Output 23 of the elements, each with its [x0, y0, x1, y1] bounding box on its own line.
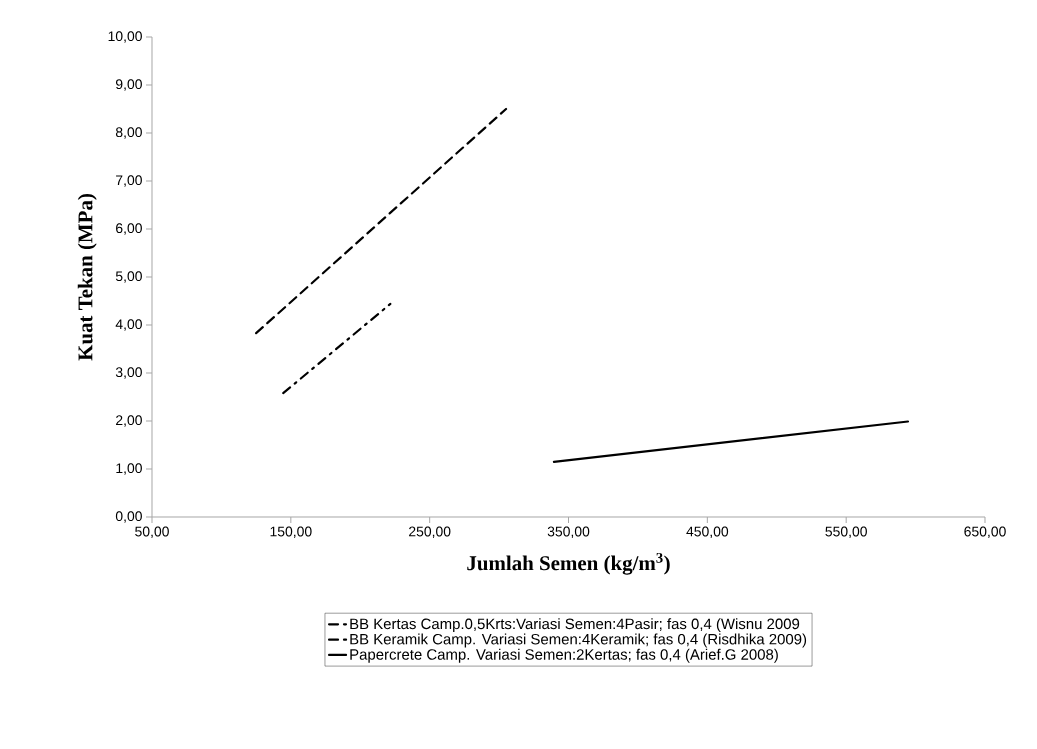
y-tick-label: 4,00: [115, 319, 142, 331]
y-tick-label: 9,00: [115, 79, 142, 91]
y-tick-label: 3,00: [115, 367, 142, 379]
y-axis-title: Kuat Tekan (MPa): [77, 194, 97, 361]
x-tick-label: 150,00: [270, 526, 312, 539]
y-tick-label: 8,00: [115, 127, 142, 139]
y-tick-label: 6,00: [116, 223, 142, 235]
x-tick-label: 550,00: [825, 526, 867, 539]
legend-label: BB Keramik Camp. Variasi Semen:4Keramik; fas 0,4 (Risdhika 2009): [350, 633, 807, 648]
x-tick-label: 50,00: [135, 526, 169, 539]
y-tick-label: 10,00: [108, 31, 142, 43]
y-tick-label: 0,00: [115, 511, 142, 523]
x-axis-title: Jumlah Semen (kg/m$^{3}$): [467, 552, 670, 575]
y-tick-label: 7,00: [116, 175, 142, 187]
legend-label: Papercrete Camp. Variasi Semen:2Kertas; fas 0,4 (Arief.G 2008): [350, 648, 778, 663]
legend-label: BB Kertas Camp.0,5Krts:Variasi Semen:4Pasir; fas 0,4 (Wisnu 2009: [350, 618, 800, 633]
y-tick-label: 5,00: [115, 271, 142, 283]
y-tick-label: 2,00: [116, 415, 142, 427]
x-tick-label: 450,00: [686, 526, 729, 539]
x-tick-label: 250,00: [409, 526, 451, 539]
x-tick-label: 350,00: [547, 526, 590, 539]
x-tick-label: 650,00: [964, 526, 1006, 539]
y-tick-label: 1,00: [116, 463, 142, 475]
